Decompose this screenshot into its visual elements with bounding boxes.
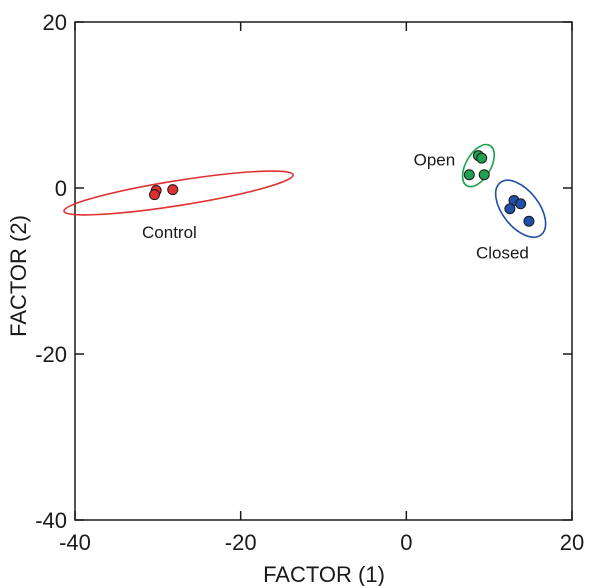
axes: -40 -20 0 20 -40 -20 0 20	[35, 10, 584, 555]
ellipse-closed	[494, 179, 547, 238]
cluster-ellipses	[63, 143, 547, 238]
y-tick-label: 20	[43, 10, 67, 35]
label-control: Control	[142, 223, 197, 242]
point-closed	[504, 203, 516, 215]
plot-frame	[74, 21, 573, 521]
x-tick-label: -20	[225, 530, 257, 555]
y-tick-label: -20	[35, 342, 67, 367]
point-open	[463, 169, 475, 181]
point-closed	[523, 215, 535, 227]
point-closed	[515, 198, 527, 210]
point-control	[149, 189, 161, 201]
data-points	[149, 150, 535, 227]
y-tick-label: 0	[55, 176, 67, 201]
ellipse-control	[63, 170, 294, 216]
label-closed: Closed	[476, 244, 529, 263]
group-labels: Control Open Closed	[142, 151, 529, 263]
y-axis-title: FACTOR (2)	[6, 215, 31, 337]
x-axis-title: FACTOR (1)	[263, 562, 385, 586]
point-control	[167, 184, 179, 196]
y-tick-label: -40	[35, 508, 67, 533]
x-tick-label: 20	[560, 530, 584, 555]
label-open: Open	[414, 151, 456, 170]
x-tick-label: -40	[59, 530, 91, 555]
x-tick-label: 0	[400, 530, 412, 555]
ellipse-open	[461, 143, 496, 188]
point-open	[476, 152, 488, 164]
point-open	[478, 169, 490, 181]
